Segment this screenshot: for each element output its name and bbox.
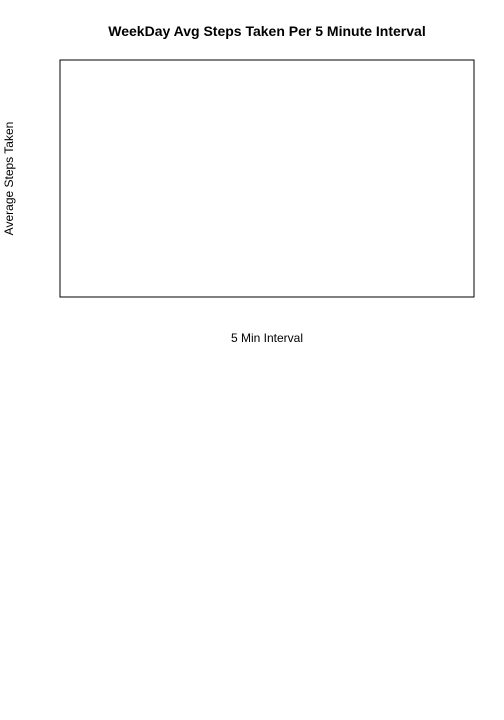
x-axis-label: 5 Min Interval bbox=[231, 331, 303, 345]
y-axis-label: Average Steps Taken bbox=[2, 122, 16, 236]
chart-title: WeekDay Avg Steps Taken Per 5 Minute Int… bbox=[108, 23, 425, 39]
plot-frame bbox=[59, 59, 475, 298]
